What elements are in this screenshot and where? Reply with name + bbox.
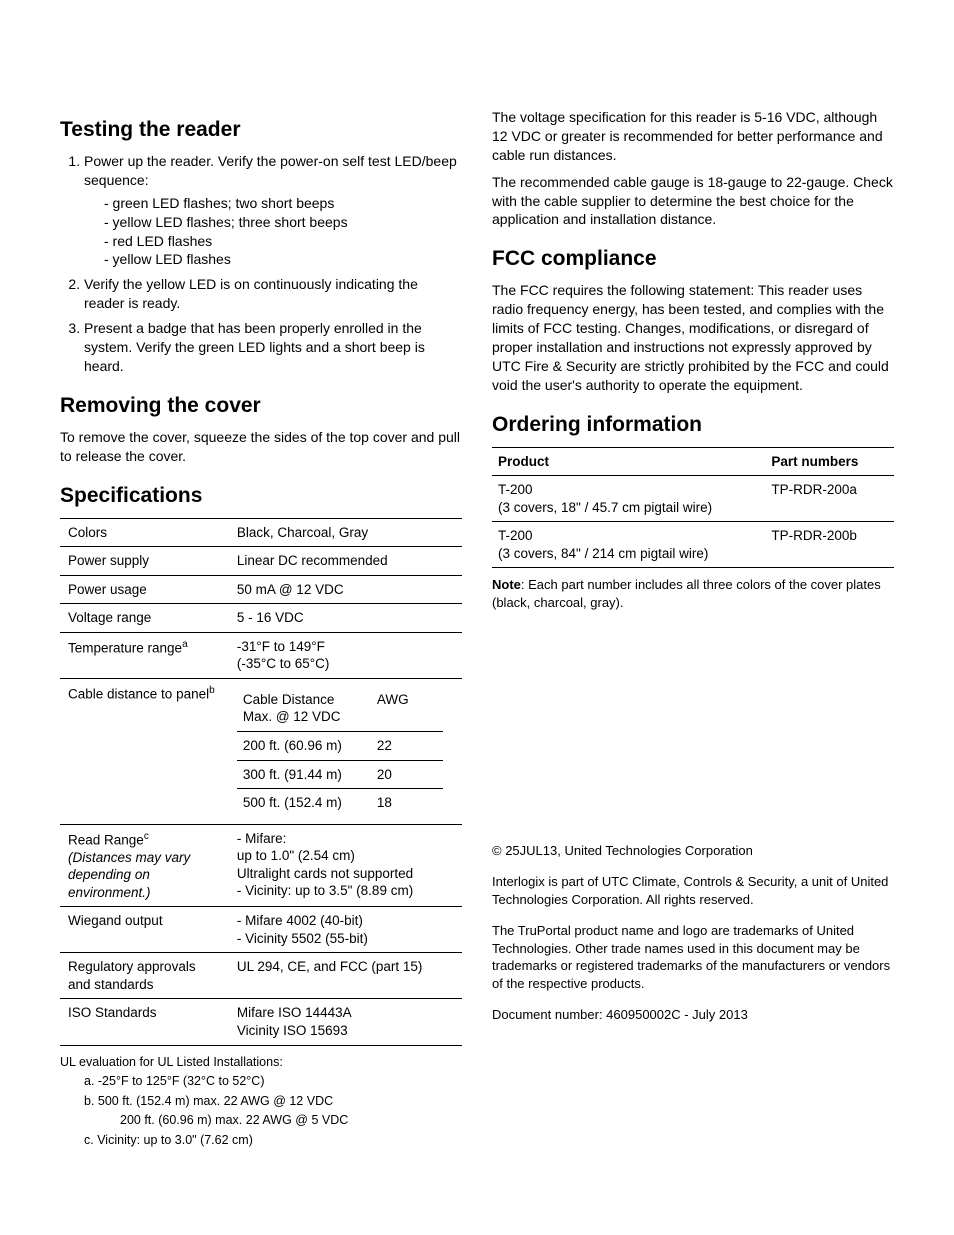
spec-label: Cable distance to panelb [60,678,229,824]
cable-header: Cable Distance Max. @ 12 VDC [237,686,371,732]
cable-header: AWG [371,686,443,732]
substep: - red LED flashes [104,232,462,251]
heading-specs: Specifications [60,484,462,508]
footnote: a. -25°F to 125°F (32°C to 52°C) [78,1073,462,1091]
right-column: The voltage specification for this reade… [492,100,894,1151]
legal-text: The TruPortal product name and logo are … [492,922,894,992]
order-cell: T-200 (3 covers, 84" / 214 cm pigtail wi… [492,522,765,568]
spec-label: Colors [60,518,229,547]
cable-gauge-para: The recommended cable gauge is 18-gauge … [492,173,894,230]
spec-value: 5 - 16 VDC [229,604,462,633]
heading-testing: Testing the reader [60,118,462,142]
spec-label: Power usage [60,575,229,604]
legal-text: Interlogix is part of UTC Climate, Contr… [492,873,894,908]
list-item: Power up the reader. Verify the power-on… [84,152,462,269]
copyright: © 25JUL13, United Technologies Corporati… [492,842,894,860]
cable-cell: 500 ft. (152.4 m) [237,789,371,817]
spec-value: - Mifare: up to 1.0" (2.54 cm) Ultraligh… [229,824,462,907]
doc-number: Document number: 460950002C - July 2013 [492,1006,894,1024]
spec-label: Voltage range [60,604,229,633]
substep: - green LED flashes; two short beeps [104,194,462,213]
spec-value: 50 mA @ 12 VDC [229,575,462,604]
order-cell: TP-RDR-200b [765,522,894,568]
footnote: c. Vicinity: up to 3.0" (7.62 cm) [78,1132,462,1150]
heading-ordering: Ordering information [492,413,894,437]
heading-fcc: FCC compliance [492,247,894,271]
cable-cell: 300 ft. (91.44 m) [237,760,371,789]
footnote: 200 ft. (60.96 m) max. 22 AWG @ 5 VDC [78,1112,462,1130]
cable-table: Cable Distance Max. @ 12 VDC AWG 200 ft.… [237,686,443,817]
voltage-para: The voltage specification for this reade… [492,108,894,165]
removing-text: To remove the cover, squeeze the sides o… [60,428,462,466]
cable-cell: 200 ft. (60.96 m) [237,731,371,760]
order-header: Product [492,447,765,476]
list-item: Verify the yellow LED is on continuously… [84,275,462,313]
spec-value: -31°F to 149°F (-35°C to 65°C) [229,632,462,678]
spec-value: - Mifare 4002 (40-bit) - Vicinity 5502 (… [229,907,462,953]
cable-cell: 22 [371,731,443,760]
spec-table: Colors Black, Charcoal, Gray Power suppl… [60,518,462,1046]
footnote-lead: UL evaluation for UL Listed Installation… [60,1054,462,1072]
footnotes: UL evaluation for UL Listed Installation… [60,1054,462,1150]
spec-value: Linear DC recommended [229,547,462,576]
spec-value: Mifare ISO 14443A Vicinity ISO 15693 [229,999,462,1045]
spec-label: Wiegand output [60,907,229,953]
spec-label: Regulatory approvals and standards [60,953,229,999]
ordering-note: Note: Each part number includes all thre… [492,576,894,611]
heading-removing: Removing the cover [60,394,462,418]
spec-value: UL 294, CE, and FCC (part 15) [229,953,462,999]
step-text: Power up the reader. Verify the power-on… [84,153,457,188]
footnote: b. 500 ft. (152.4 m) max. 22 AWG @ 12 VD… [78,1093,462,1111]
testing-steps: Power up the reader. Verify the power-on… [60,152,462,376]
page: Testing the reader Power up the reader. … [0,0,954,1211]
cable-cell: 20 [371,760,443,789]
substep: - yellow LED flashes [104,250,462,269]
order-cell: TP-RDR-200a [765,476,894,522]
list-item: Present a badge that has been properly e… [84,319,462,376]
cable-cell: 18 [371,789,443,817]
substep: - yellow LED flashes; three short beeps [104,213,462,232]
left-column: Testing the reader Power up the reader. … [60,100,462,1151]
spec-value: Cable Distance Max. @ 12 VDC AWG 200 ft.… [229,678,462,824]
legal-block: © 25JUL13, United Technologies Corporati… [492,842,894,1024]
spec-label: Power supply [60,547,229,576]
spec-value: Black, Charcoal, Gray [229,518,462,547]
order-cell: T-200 (3 covers, 18" / 45.7 cm pigtail w… [492,476,765,522]
spec-label: ISO Standards [60,999,229,1045]
spec-label: Temperature rangea [60,632,229,678]
ordering-table: Product Part numbers T-200 (3 covers, 18… [492,447,894,569]
spec-label: Read Rangec (Distances may vary dependin… [60,824,229,907]
fcc-para: The FCC requires the following statement… [492,281,894,394]
order-header: Part numbers [765,447,894,476]
